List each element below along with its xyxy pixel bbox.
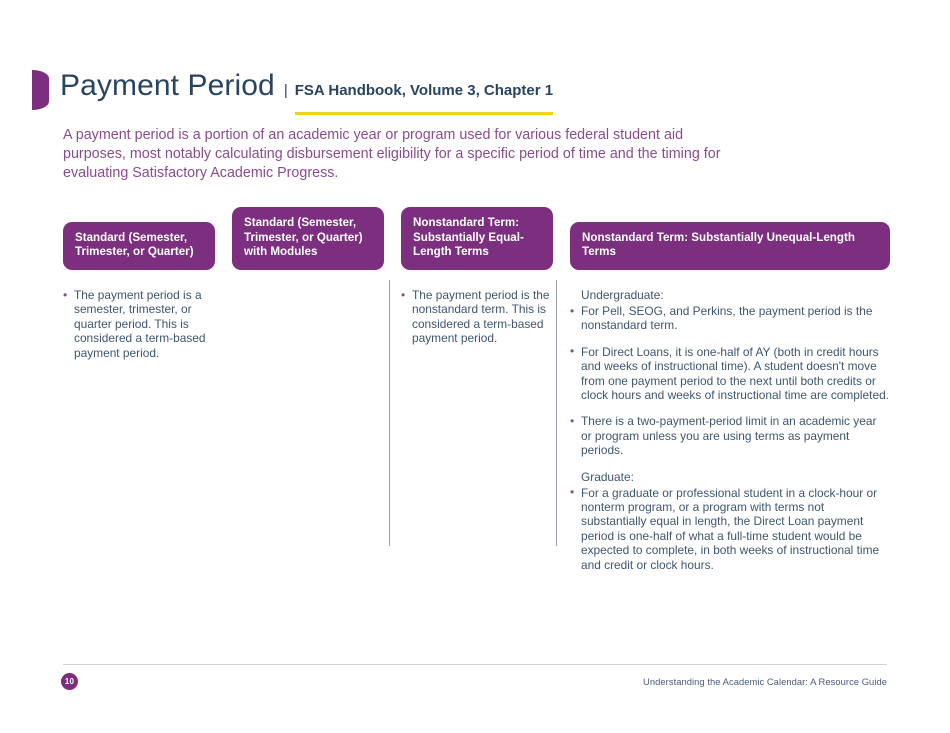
- column-nonstandard-unequal: Nonstandard Term: Substantially Unequal-…: [570, 214, 890, 572]
- page-number-badge: 10: [61, 673, 78, 690]
- pill-slot: Nonstandard Term: Substantially Equal-Le…: [401, 207, 553, 270]
- list-item: The payment period is a semester, trimes…: [63, 287, 215, 360]
- column-body-nonstandard-unequal: Undergraduate: For Pell, SEOG, and Perki…: [570, 288, 890, 572]
- list-item: For Pell, SEOG, and Perkins, the payment…: [570, 304, 890, 333]
- footer-divider: [63, 664, 887, 665]
- column-heading-standard[interactable]: Standard (Semester, Trimester, or Quarte…: [63, 221, 215, 270]
- column-heading-nonstandard-equal[interactable]: Nonstandard Term: Substantially Equal-Le…: [401, 207, 553, 270]
- pill-slot: Nonstandard Term: Substantially Unequal-…: [570, 214, 890, 270]
- subheading-graduate: Graduate:: [581, 469, 634, 484]
- bullet-group: The payment period is the nonstandard te…: [401, 288, 553, 346]
- columns-container: Standard (Semester, Trimester, or Quarte…: [0, 207, 950, 572]
- pill-slot: Standard (Semester, Trimester, or Quarte…: [63, 214, 215, 270]
- fsa-handbook-link[interactable]: FSA Handbook, Volume 3, Chapter 1: [294, 71, 554, 115]
- bullet-group: The payment period is a semester, trimes…: [63, 287, 215, 360]
- column-heading-standard-with-modules[interactable]: Standard (Semester, Trimester, or Quarte…: [232, 207, 384, 270]
- column-divider-2: [556, 280, 557, 546]
- column-body-standard: The payment period is a semester, trimes…: [63, 287, 215, 360]
- list-item: The payment period is the nonstandard te…: [401, 288, 553, 346]
- title-separator: |: [283, 82, 288, 99]
- page-header: Payment Period | FSA Handbook, Volume 3,…: [60, 66, 554, 115]
- header-accent-half-circle-icon: [32, 70, 49, 110]
- column-body-nonstandard-equal: The payment period is the nonstandard te…: [401, 288, 553, 346]
- list-item: There is a two-payment-period limit in a…: [570, 414, 890, 457]
- column-standard-with-modules: Standard (Semester, Trimester, or Quarte…: [232, 207, 384, 288]
- pill-slot: Standard (Semester, Trimester, or Quarte…: [232, 207, 384, 270]
- list-item: For Direct Loans, it is one-half of AY (…: [570, 344, 890, 403]
- intro-paragraph: A payment period is a portion of an acad…: [63, 127, 721, 182]
- list-item: For a graduate or professional student i…: [570, 485, 890, 572]
- column-divider-1: [389, 280, 390, 546]
- graduate-group: Graduate: For a graduate or professional…: [570, 470, 890, 572]
- footer-document-title: Understanding the Academic Calendar: A R…: [643, 676, 887, 687]
- column-standard: Standard (Semester, Trimester, or Quarte…: [63, 214, 215, 360]
- column-nonstandard-equal: Nonstandard Term: Substantially Equal-Le…: [401, 207, 553, 346]
- subheading-undergraduate: Undergraduate:: [581, 288, 664, 302]
- undergraduate-group: Undergraduate: For Pell, SEOG, and Perki…: [570, 288, 890, 458]
- page-title: Payment Period: [60, 69, 275, 102]
- column-heading-nonstandard-unequal[interactable]: Nonstandard Term: Substantially Unequal-…: [570, 221, 890, 270]
